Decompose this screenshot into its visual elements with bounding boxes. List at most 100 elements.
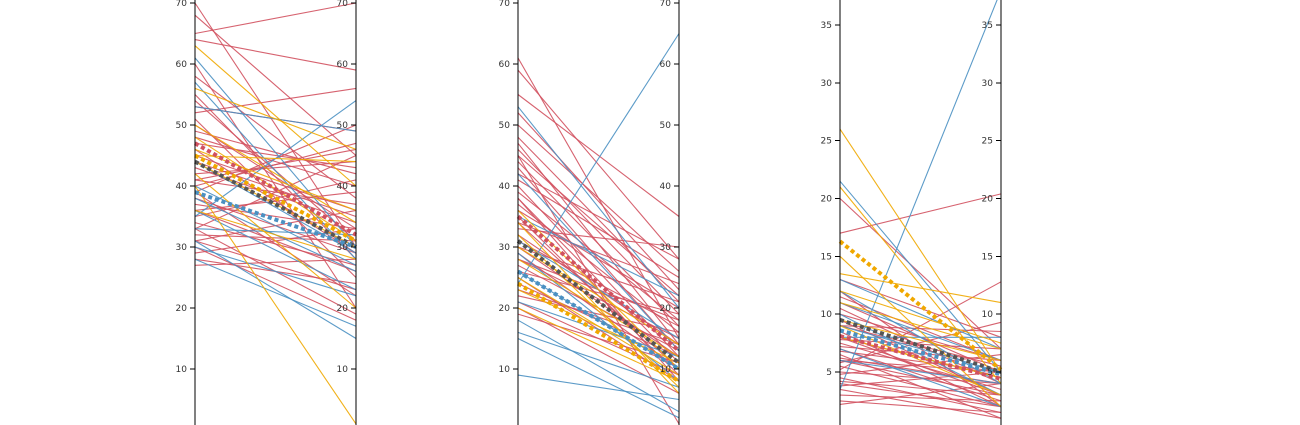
tick-label: 10 — [499, 365, 511, 375]
slope-line-blue-8 — [517, 338, 680, 419]
slope-line-red-8 — [194, 136, 357, 187]
tick-label: 20 — [499, 304, 511, 314]
right-axis-panel-2: 10 20 30 40 50 60 70 — [660, 0, 680, 425]
slope-line-blue-11 — [517, 252, 680, 382]
mean-line-blue — [194, 190, 357, 249]
tick-label: 70 — [176, 0, 188, 9]
slope-line-red-6 — [517, 155, 680, 297]
tick-label: 30 — [337, 243, 349, 253]
tick-label: 40 — [337, 182, 349, 192]
slope-line-red-23 — [517, 258, 680, 339]
slope-line-red-5 — [194, 87, 357, 114]
slope-line-red-26 — [839, 371, 1002, 387]
slope-line-red-17 — [517, 222, 680, 285]
tick-label: 20 — [821, 195, 833, 205]
tick-label: 20 — [982, 195, 994, 205]
slope-line-blue-0 — [839, 180, 1002, 373]
right-axis-panel-3: 5 10 15 20 25 30 35 — [982, 0, 1002, 425]
slope-line-red-2 — [517, 94, 680, 217]
tick-label: 60 — [660, 60, 672, 70]
tick-label: 50 — [499, 121, 511, 131]
left-axis-panel-3: 5 10 15 20 25 30 35 — [821, 0, 841, 425]
left-axis-panel-2: 10 20 30 40 50 60 70 — [499, 0, 519, 425]
mean-line-red — [194, 141, 357, 237]
slope-line-red-33 — [194, 94, 357, 260]
slope-line-red-27 — [839, 388, 1002, 419]
slope-line-blue-7 — [839, 348, 1002, 408]
tick-label: 40 — [499, 182, 511, 192]
tick-label: 70 — [499, 0, 511, 9]
slope-line-yellow-1 — [194, 87, 357, 150]
slope-line-blue-6 — [194, 228, 357, 236]
tick-label: 40 — [660, 182, 672, 192]
slope-line-red-1 — [839, 193, 1002, 234]
slope-line-red-20 — [517, 240, 680, 327]
slope-line-blue-9 — [194, 258, 357, 327]
left-axis-panel-1: 10 20 30 40 50 60 70 — [176, 0, 196, 425]
tick-label: 20 — [337, 304, 349, 314]
slope-line-red-25 — [839, 383, 1002, 408]
tick-label: 10 — [337, 365, 349, 375]
slope-line-red-34 — [839, 359, 1002, 373]
slope-line-red-18 — [839, 321, 1002, 364]
slope-line-yellow-6 — [517, 307, 680, 382]
mean-line-yellow — [838, 239, 1003, 372]
tick-label: 50 — [337, 121, 349, 131]
tick-label: 10 — [660, 365, 672, 375]
slope-line-red-2 — [194, 39, 357, 71]
slope-line-yellow-7 — [839, 255, 1002, 408]
slope-panels: 10 20 30 40 50 60 70 10 20 30 40 50 60 70 10 20 30 40 50 60… — [176, 0, 1003, 425]
slope-line-red-32 — [517, 112, 680, 291]
tick-label: 15 — [821, 252, 832, 262]
slope-line-red-9 — [517, 173, 680, 260]
slope-line-blue-1 — [839, 278, 1002, 350]
slope-line-blue-5 — [517, 301, 680, 358]
slope-line-red-1 — [194, 2, 357, 35]
slope-line-yellow-8 — [194, 209, 357, 260]
panel-3: 5 10 15 20 25 30 35 5 10 15 20 25 30 35 — [821, 0, 1003, 425]
slope-line-red-32 — [839, 296, 1002, 361]
tick-label: 30 — [660, 243, 672, 253]
slope-line-red-31 — [517, 124, 680, 272]
slope-line-red-21 — [194, 154, 357, 230]
mean-line-dark — [516, 239, 681, 365]
slope-line-blue-2 — [517, 216, 680, 297]
slope-line-red-23 — [194, 240, 357, 291]
slope-line-blue-1 — [194, 81, 357, 260]
mean-line-blue — [516, 269, 681, 371]
slope-line-blue-5 — [194, 209, 357, 291]
slope-line-blue-7 — [194, 240, 357, 339]
tick-label: 30 — [499, 243, 511, 253]
slope-line-red-22 — [839, 354, 1002, 375]
slope-line-yellow-0 — [194, 45, 357, 187]
slope-line-yellow-1 — [517, 234, 680, 388]
panel-2: 10 20 30 40 50 60 70 10 20 30 40 50 60 70 — [499, 0, 681, 425]
slope-line-red-5 — [517, 149, 680, 315]
slope-line-red-28 — [839, 394, 1002, 402]
slope-line-yellow-2 — [839, 273, 1002, 304]
slope-line-blue-9 — [517, 374, 680, 401]
slope-line-red-0 — [194, 2, 357, 248]
mean-line-dark — [839, 317, 1002, 374]
slope-line-blue-4 — [517, 33, 680, 284]
tick-label: 40 — [176, 182, 188, 192]
slope-line-yellow-0 — [839, 128, 1002, 373]
slope-line-blue-7 — [517, 331, 680, 388]
tick-label: 10 — [176, 365, 188, 375]
tick-label: 10 — [821, 310, 833, 320]
tick-label: 50 — [176, 121, 188, 131]
tick-label: 20 — [176, 304, 188, 314]
slope-line-red-27 — [194, 258, 357, 266]
tick-label: 70 — [337, 0, 349, 9]
slope-line-red-13 — [839, 348, 1002, 402]
slope-line-red-18 — [517, 228, 680, 248]
tick-label: 20 — [660, 304, 672, 314]
slope-line-red-21 — [517, 246, 680, 303]
slope-line-red-14 — [517, 203, 680, 333]
slope-line-yellow-6 — [839, 336, 1002, 379]
slope-line-yellow-4 — [839, 319, 1002, 361]
slope-line-red-34 — [194, 14, 357, 156]
slope-line-red-29 — [194, 75, 357, 199]
tick-label: 25 — [982, 137, 993, 147]
